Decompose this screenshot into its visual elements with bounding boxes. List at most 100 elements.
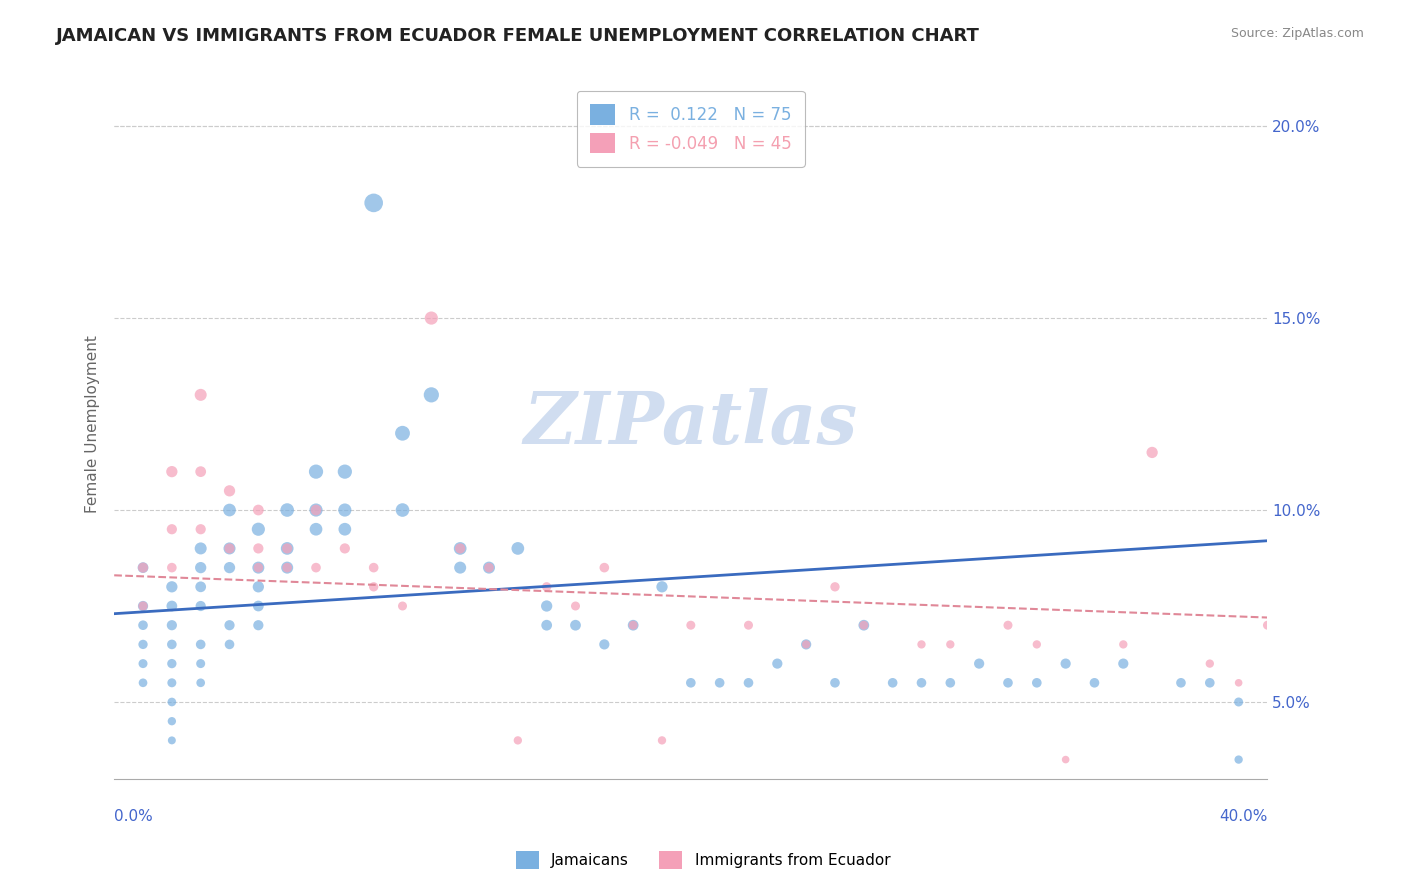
Point (190, 637, 212, 651)
Point (132, 560, 155, 574)
Point (794, 637, 817, 651)
Point (160, 714, 183, 729)
Point (247, 599, 270, 613)
Point (910, 637, 932, 651)
Point (132, 675, 155, 690)
Point (132, 599, 155, 613)
Point (218, 541, 240, 556)
Point (939, 637, 962, 651)
Point (391, 503, 413, 517)
Point (160, 580, 183, 594)
Point (276, 541, 298, 556)
Point (305, 560, 328, 574)
Point (160, 675, 183, 690)
Point (651, 580, 673, 594)
Text: 40.0%: 40.0% (1219, 810, 1267, 824)
Text: 0.0%: 0.0% (114, 810, 153, 824)
Point (391, 426, 413, 441)
Point (333, 541, 356, 556)
Point (997, 618, 1019, 632)
Point (391, 599, 413, 613)
Point (190, 522, 212, 536)
Point (1227, 753, 1250, 767)
Point (247, 560, 270, 574)
Point (449, 541, 471, 556)
Y-axis label: Female Unemployment: Female Unemployment (86, 334, 100, 513)
Point (1054, 657, 1077, 671)
Point (621, 618, 644, 632)
Point (1198, 675, 1220, 690)
Point (536, 580, 558, 594)
Point (478, 560, 501, 574)
Point (1112, 657, 1135, 671)
Point (593, 560, 616, 574)
Point (737, 675, 759, 690)
Point (160, 637, 183, 651)
Point (593, 637, 616, 651)
Point (967, 657, 990, 671)
Point (218, 503, 240, 517)
Point (190, 657, 212, 671)
Text: ZIPatlas: ZIPatlas (524, 388, 858, 459)
Point (852, 618, 875, 632)
Point (420, 311, 443, 326)
Point (536, 599, 558, 613)
Point (132, 599, 155, 613)
Point (506, 541, 529, 556)
Point (160, 695, 183, 709)
Point (910, 675, 932, 690)
Point (621, 618, 644, 632)
Point (564, 618, 586, 632)
Point (1083, 675, 1105, 690)
Point (333, 465, 356, 479)
Point (160, 465, 183, 479)
Point (247, 541, 270, 556)
Point (679, 675, 702, 690)
Legend: Jamaicans, Immigrants from Ecuador: Jamaicans, Immigrants from Ecuador (510, 845, 896, 875)
Point (737, 618, 759, 632)
Point (305, 503, 328, 517)
Point (824, 675, 846, 690)
Point (1140, 445, 1163, 459)
Point (247, 580, 270, 594)
Point (882, 675, 904, 690)
Point (190, 560, 212, 574)
Point (305, 522, 328, 536)
Point (305, 503, 328, 517)
Point (305, 465, 328, 479)
Point (247, 618, 270, 632)
Point (852, 618, 875, 632)
Point (333, 522, 356, 536)
Point (333, 503, 356, 517)
Text: JAMAICAN VS IMMIGRANTS FROM ECUADOR FEMALE UNEMPLOYMENT CORRELATION CHART: JAMAICAN VS IMMIGRANTS FROM ECUADOR FEMA… (56, 27, 980, 45)
Point (190, 541, 212, 556)
Point (1198, 657, 1220, 671)
Point (363, 560, 385, 574)
Point (276, 503, 298, 517)
Point (276, 560, 298, 574)
Text: Source: ZipAtlas.com: Source: ZipAtlas.com (1230, 27, 1364, 40)
Point (420, 388, 443, 402)
Point (218, 483, 240, 498)
Point (363, 195, 385, 210)
Point (1170, 675, 1192, 690)
Point (824, 580, 846, 594)
Point (1025, 675, 1047, 690)
Point (1227, 695, 1250, 709)
Point (794, 637, 817, 651)
Point (1227, 675, 1250, 690)
Point (1025, 637, 1047, 651)
Point (190, 465, 212, 479)
Point (218, 541, 240, 556)
Point (160, 657, 183, 671)
Point (1112, 637, 1135, 651)
Point (276, 560, 298, 574)
Point (506, 733, 529, 747)
Point (939, 675, 962, 690)
Point (247, 560, 270, 574)
Point (190, 675, 212, 690)
Point (766, 657, 789, 671)
Point (997, 675, 1019, 690)
Point (132, 618, 155, 632)
Point (651, 733, 673, 747)
